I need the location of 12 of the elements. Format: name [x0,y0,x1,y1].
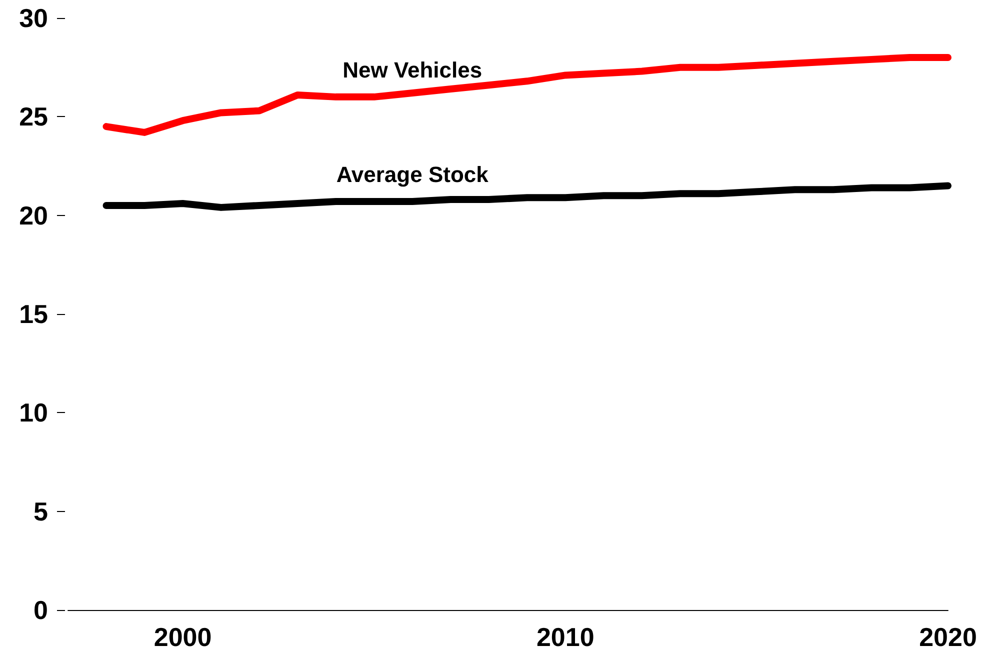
y-tick-label: 20 [19,200,48,230]
y-tick-label: 0 [34,595,48,625]
y-tick-label: 10 [19,398,48,428]
x-tick-label: 2010 [536,622,594,652]
x-tick-label: 2000 [154,622,212,652]
series-label: Average Stock [336,162,490,188]
y-tick-label: 5 [34,496,48,526]
y-tick-label: 30 [19,3,48,33]
y-tick-label: 25 [19,102,48,132]
series-label: New Vehicles [342,57,482,82]
y-tick-label: 15 [19,299,48,329]
x-tick-label: 2020 [919,622,977,652]
